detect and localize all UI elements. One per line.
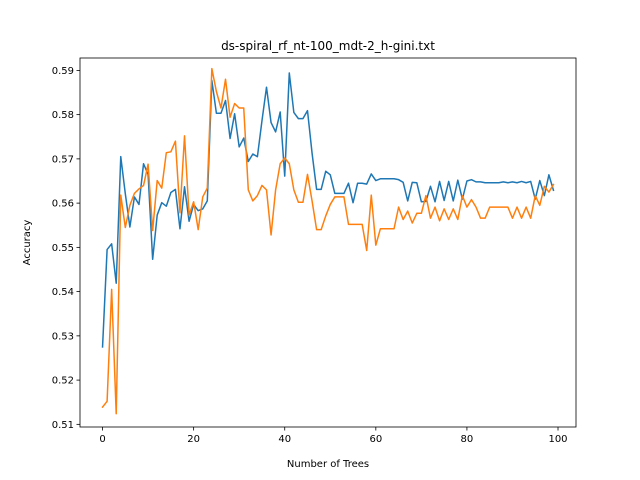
series-line-2 <box>101 67 555 415</box>
chart-title: ds-spiral_rf_nt-100_mdt-2_h-gini.txt <box>221 39 435 53</box>
plot-area-background <box>80 58 576 427</box>
y-tick-label: 0.51 <box>52 420 74 431</box>
y-tick-label: 0.58 <box>52 110 74 121</box>
x-tick-label: 20 <box>187 434 200 445</box>
x-tick-label: 80 <box>461 434 474 445</box>
x-tick-label: 0 <box>99 434 105 445</box>
x-tick-label: 60 <box>369 434 382 445</box>
y-tick-label: 0.53 <box>52 331 74 342</box>
plot-frame <box>79 57 577 428</box>
y-tick-label: 0.52 <box>52 376 74 387</box>
x-axis: 0 20 40 60 80 100 <box>99 427 568 445</box>
y-axis: 0.51 0.52 0.53 0.54 0.55 0.56 0.57 0.58 0.59 <box>52 66 80 431</box>
y-tick-label: 0.56 <box>52 199 74 210</box>
x-tick-label: 100 <box>548 434 567 445</box>
y-tick-label: 0.57 <box>52 154 74 165</box>
y-tick-label: 0.54 <box>52 287 74 298</box>
y-tick-label: 0.59 <box>52 66 74 77</box>
y-tick-label: 0.55 <box>52 243 74 254</box>
series-layer <box>101 67 555 415</box>
x-axis-title: Number of Trees <box>287 459 369 470</box>
x-tick-label: 40 <box>278 434 291 445</box>
y-axis-title: Accuracy <box>22 220 33 266</box>
series-line-1 <box>101 72 555 348</box>
